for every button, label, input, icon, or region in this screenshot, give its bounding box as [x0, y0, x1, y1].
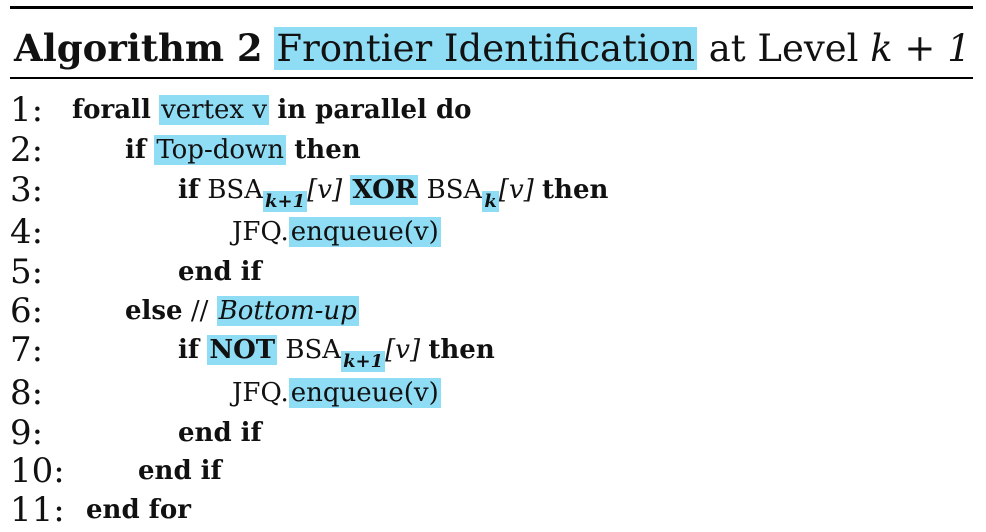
text: JFQ. — [232, 378, 289, 408]
keyword: if — [178, 175, 200, 205]
line-code: end for — [86, 490, 191, 530]
algorithm-title: Algorithm 2 Frontier Identification at L… — [14, 22, 971, 75]
line-number: 8: — [10, 373, 44, 413]
line-number: 1: — [10, 90, 44, 130]
keyword: if — [125, 135, 147, 165]
keyword: if — [178, 335, 200, 365]
subscript: k — [482, 191, 499, 212]
subscript: k+1 — [263, 191, 308, 212]
keyword: in parallel do — [277, 95, 472, 125]
text: BSA — [426, 175, 483, 205]
line-number: 6: — [10, 291, 44, 331]
algorithm-label: Algorithm 2 — [14, 26, 263, 70]
highlight: NOT — [207, 335, 278, 365]
keyword: end if — [178, 418, 262, 448]
text: BSA — [285, 335, 342, 365]
line-number: 7: — [10, 330, 44, 370]
keyword: end if — [138, 456, 222, 486]
keyword: then — [542, 175, 609, 205]
subscript: k+1 — [341, 351, 386, 372]
keyword: end for — [86, 495, 191, 525]
keyword: end if — [178, 257, 262, 287]
line-number: 9: — [10, 413, 44, 453]
algorithm-suffix-text: at Level — [708, 27, 859, 70]
highlight: enqueue(v) — [288, 378, 441, 408]
highlight: Bottom-up — [216, 296, 359, 326]
keyword: then — [294, 135, 361, 165]
algorithm-suffix-math: k + 1 — [870, 27, 971, 70]
line-code: else // Bottom-up — [125, 291, 359, 331]
text: [v] — [307, 175, 343, 205]
line-number: 5: — [10, 252, 44, 292]
line-number: 11: — [10, 490, 65, 530]
keyword: forall — [72, 95, 151, 125]
line-code: end if — [178, 252, 262, 292]
keyword: then — [428, 335, 495, 365]
line-code: end if — [178, 413, 262, 453]
text: JFQ. — [232, 217, 289, 247]
line-code: end if — [138, 451, 222, 491]
text: BSA — [207, 175, 264, 205]
line-number: 4: — [10, 212, 44, 252]
algorithm-name: Frontier Identification — [274, 27, 697, 70]
keyword: else — [125, 296, 183, 326]
line-code: if NOT BSA k+1[v] then — [178, 330, 495, 382]
text: [v] — [498, 175, 534, 205]
line-number: 10: — [10, 451, 65, 491]
line-code: if BSA k+1[v] XOR BSA k[v] then — [178, 170, 608, 222]
top-rule — [10, 6, 973, 9]
highlight: enqueue(v) — [288, 217, 441, 247]
highlight: vertex v — [159, 95, 270, 125]
text: [v] — [385, 335, 421, 365]
line-code: JFQ.enqueue(v) — [232, 212, 441, 252]
line-code: if Top-down then — [125, 130, 361, 170]
highlight: XOR — [350, 175, 419, 205]
line-code: JFQ.enqueue(v) — [232, 373, 441, 413]
line-number: 2: — [10, 130, 44, 170]
comment-marker: // — [190, 296, 209, 326]
highlight: Top-down — [154, 135, 287, 165]
line-number: 3: — [10, 170, 44, 210]
line-code: forall vertex v in parallel do — [72, 90, 471, 130]
title-rule — [10, 77, 973, 79]
